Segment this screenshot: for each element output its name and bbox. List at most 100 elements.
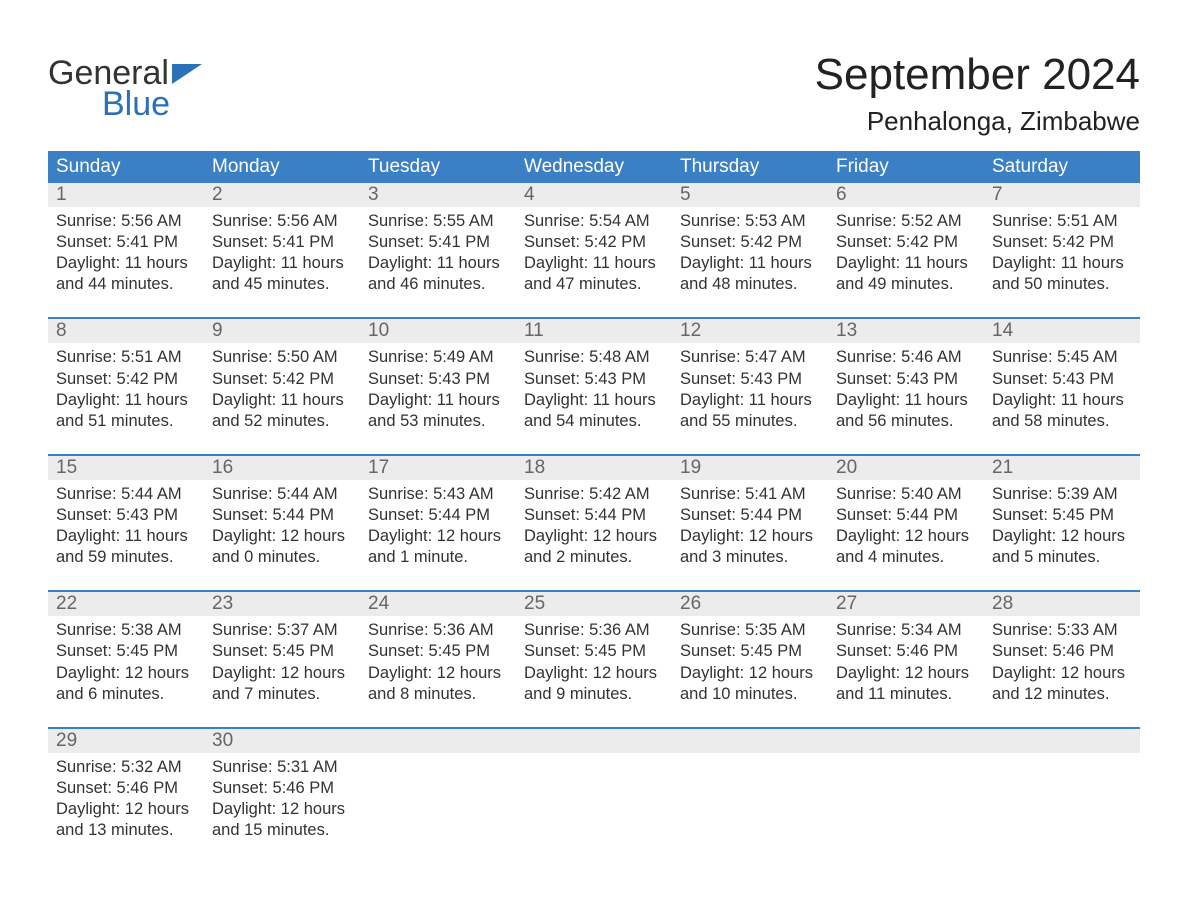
- calendar-day: 21Sunrise: 5:39 AMSunset: 5:45 PMDayligh…: [984, 456, 1140, 576]
- sunset-text: Sunset: 5:42 PM: [212, 369, 352, 390]
- calendar-day: 9Sunrise: 5:50 AMSunset: 5:42 PMDaylight…: [204, 319, 360, 439]
- sunset-text: Sunset: 5:42 PM: [992, 232, 1132, 253]
- day-details: [828, 753, 984, 765]
- month-title: September 2024: [815, 50, 1140, 100]
- daylight-line1: Daylight: 11 hours: [836, 253, 976, 274]
- day-details: Sunrise: 5:51 AMSunset: 5:42 PMDaylight:…: [48, 343, 204, 439]
- daylight-line2: and 45 minutes.: [212, 274, 352, 295]
- sunset-text: Sunset: 5:42 PM: [680, 232, 820, 253]
- day-details: Sunrise: 5:48 AMSunset: 5:43 PMDaylight:…: [516, 343, 672, 439]
- daylight-line2: and 8 minutes.: [368, 684, 508, 705]
- daylight-line2: and 46 minutes.: [368, 274, 508, 295]
- daylight-line1: Daylight: 11 hours: [992, 253, 1132, 274]
- sunrise-text: Sunrise: 5:55 AM: [368, 211, 508, 232]
- sunset-text: Sunset: 5:46 PM: [836, 641, 976, 662]
- day-number: 20: [828, 456, 984, 480]
- day-number: 23: [204, 592, 360, 616]
- daylight-line2: and 15 minutes.: [212, 820, 352, 841]
- sunset-text: Sunset: 5:44 PM: [212, 505, 352, 526]
- title-block: September 2024 Penhalonga, Zimbabwe: [815, 30, 1140, 137]
- sunrise-text: Sunrise: 5:36 AM: [368, 620, 508, 641]
- sunrise-text: Sunrise: 5:42 AM: [524, 484, 664, 505]
- day-number: 18: [516, 456, 672, 480]
- daylight-line2: and 49 minutes.: [836, 274, 976, 295]
- day-number: 1: [48, 183, 204, 207]
- day-number: 30: [204, 729, 360, 753]
- calendar-day: [360, 729, 516, 849]
- day-number: 16: [204, 456, 360, 480]
- sunrise-text: Sunrise: 5:37 AM: [212, 620, 352, 641]
- day-details: Sunrise: 5:36 AMSunset: 5:45 PMDaylight:…: [516, 616, 672, 712]
- day-number: 6: [828, 183, 984, 207]
- calendar-day: 2Sunrise: 5:56 AMSunset: 5:41 PMDaylight…: [204, 183, 360, 303]
- daylight-line1: Daylight: 12 hours: [992, 526, 1132, 547]
- daylight-line2: and 4 minutes.: [836, 547, 976, 568]
- calendar-day: 14Sunrise: 5:45 AMSunset: 5:43 PMDayligh…: [984, 319, 1140, 439]
- sunrise-text: Sunrise: 5:47 AM: [680, 347, 820, 368]
- week-row: 8Sunrise: 5:51 AMSunset: 5:42 PMDaylight…: [48, 317, 1140, 439]
- sunset-text: Sunset: 5:41 PM: [368, 232, 508, 253]
- day-number: 26: [672, 592, 828, 616]
- sunset-text: Sunset: 5:42 PM: [56, 369, 196, 390]
- sunrise-text: Sunrise: 5:32 AM: [56, 757, 196, 778]
- daylight-line1: Daylight: 11 hours: [680, 390, 820, 411]
- calendar-day: 19Sunrise: 5:41 AMSunset: 5:44 PMDayligh…: [672, 456, 828, 576]
- day-number: 15: [48, 456, 204, 480]
- calendar-day: 10Sunrise: 5:49 AMSunset: 5:43 PMDayligh…: [360, 319, 516, 439]
- day-number: 4: [516, 183, 672, 207]
- daylight-line1: Daylight: 12 hours: [56, 663, 196, 684]
- daylight-line2: and 50 minutes.: [992, 274, 1132, 295]
- weekday-header-row: Sunday Monday Tuesday Wednesday Thursday…: [48, 151, 1140, 183]
- week-row: 1Sunrise: 5:56 AMSunset: 5:41 PMDaylight…: [48, 183, 1140, 303]
- day-number: 10: [360, 319, 516, 343]
- sunrise-text: Sunrise: 5:31 AM: [212, 757, 352, 778]
- day-number-strip: 10: [360, 319, 516, 343]
- daylight-line2: and 11 minutes.: [836, 684, 976, 705]
- sunrise-text: Sunrise: 5:54 AM: [524, 211, 664, 232]
- day-number-strip: 15: [48, 456, 204, 480]
- sunrise-text: Sunrise: 5:36 AM: [524, 620, 664, 641]
- daylight-line1: Daylight: 11 hours: [680, 253, 820, 274]
- sunrise-text: Sunrise: 5:49 AM: [368, 347, 508, 368]
- calendar-day: 13Sunrise: 5:46 AMSunset: 5:43 PMDayligh…: [828, 319, 984, 439]
- calendar-day: 6Sunrise: 5:52 AMSunset: 5:42 PMDaylight…: [828, 183, 984, 303]
- calendar-day: 3Sunrise: 5:55 AMSunset: 5:41 PMDaylight…: [360, 183, 516, 303]
- day-number-strip: 18: [516, 456, 672, 480]
- sunrise-text: Sunrise: 5:45 AM: [992, 347, 1132, 368]
- daylight-line1: Daylight: 12 hours: [368, 526, 508, 547]
- day-number-strip: [360, 729, 516, 753]
- week-row: 29Sunrise: 5:32 AMSunset: 5:46 PMDayligh…: [48, 727, 1140, 849]
- sunrise-text: Sunrise: 5:39 AM: [992, 484, 1132, 505]
- day-details: Sunrise: 5:40 AMSunset: 5:44 PMDaylight:…: [828, 480, 984, 576]
- daylight-line2: and 7 minutes.: [212, 684, 352, 705]
- daylight-line2: and 12 minutes.: [992, 684, 1132, 705]
- sunrise-text: Sunrise: 5:53 AM: [680, 211, 820, 232]
- day-number-strip: 7: [984, 183, 1140, 207]
- day-details: [516, 753, 672, 765]
- daylight-line1: Daylight: 12 hours: [836, 663, 976, 684]
- weekday-header: Sunday: [48, 151, 204, 183]
- week-row: 15Sunrise: 5:44 AMSunset: 5:43 PMDayligh…: [48, 454, 1140, 576]
- daylight-line1: Daylight: 12 hours: [524, 663, 664, 684]
- daylight-line2: and 47 minutes.: [524, 274, 664, 295]
- day-number-strip: 2: [204, 183, 360, 207]
- sunrise-text: Sunrise: 5:50 AM: [212, 347, 352, 368]
- day-number-strip: 17: [360, 456, 516, 480]
- sunset-text: Sunset: 5:43 PM: [836, 369, 976, 390]
- daylight-line1: Daylight: 11 hours: [56, 253, 196, 274]
- calendar-day: [516, 729, 672, 849]
- sunset-text: Sunset: 5:43 PM: [992, 369, 1132, 390]
- day-details: [672, 753, 828, 765]
- sunrise-text: Sunrise: 5:44 AM: [56, 484, 196, 505]
- calendar-day: 25Sunrise: 5:36 AMSunset: 5:45 PMDayligh…: [516, 592, 672, 712]
- daylight-line1: Daylight: 12 hours: [368, 663, 508, 684]
- daylight-line2: and 58 minutes.: [992, 411, 1132, 432]
- day-number-strip: 6: [828, 183, 984, 207]
- day-details: Sunrise: 5:35 AMSunset: 5:45 PMDaylight:…: [672, 616, 828, 712]
- day-number-strip: 19: [672, 456, 828, 480]
- calendar-day: 15Sunrise: 5:44 AMSunset: 5:43 PMDayligh…: [48, 456, 204, 576]
- calendar-day: 12Sunrise: 5:47 AMSunset: 5:43 PMDayligh…: [672, 319, 828, 439]
- sunset-text: Sunset: 5:46 PM: [992, 641, 1132, 662]
- day-number-strip: 22: [48, 592, 204, 616]
- sunset-text: Sunset: 5:45 PM: [524, 641, 664, 662]
